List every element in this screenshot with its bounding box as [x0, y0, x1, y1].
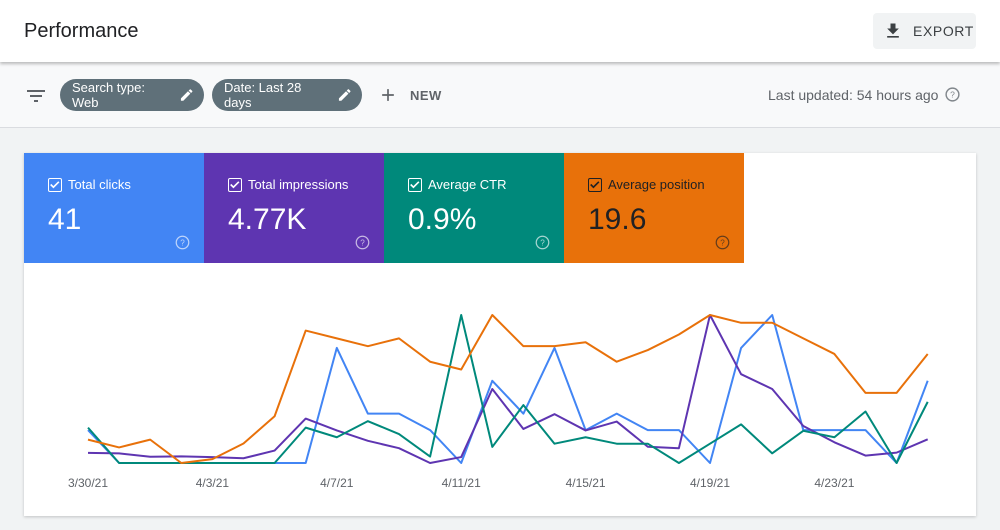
checkbox-icon[interactable] [588, 177, 602, 192]
checkbox-icon[interactable] [48, 177, 62, 192]
chip-label: Search type: Web [72, 80, 145, 110]
x-tick-label: 4/11/21 [442, 476, 481, 490]
x-tick-label: 4/15/21 [566, 476, 606, 490]
pencil-icon [338, 89, 351, 101]
header: Performance EXPORT [0, 0, 1000, 62]
help-icon[interactable]: ? [355, 235, 370, 250]
export-label: EXPORT [913, 23, 974, 39]
performance-card: Total clicks 41 ? Total impressions 4.77… [24, 153, 976, 516]
help-icon[interactable]: ? [715, 235, 730, 250]
date-chip[interactable]: Date: Last 28 days [212, 79, 362, 111]
x-tick-label: 4/19/21 [690, 476, 730, 490]
x-tick-label: 4/3/21 [196, 476, 230, 490]
metric-value: 0.9% [408, 203, 477, 236]
metric-value: 41 [48, 203, 82, 236]
new-label: NEW [410, 87, 442, 103]
help-icon[interactable]: ? [944, 86, 961, 103]
svg-text:?: ? [540, 239, 545, 248]
x-tick-label: 3/30/21 [68, 476, 108, 490]
filter-icon[interactable] [24, 84, 48, 108]
plus-icon [382, 89, 394, 101]
metric-label: Total clicks [68, 177, 131, 192]
filter-bar: Search type: Web Date: Last 28 days NEW … [0, 62, 1000, 128]
checkbox-icon[interactable] [408, 177, 422, 192]
metric-value: 19.6 [588, 203, 647, 236]
performance-line-chart[interactable]: 3/30/21 4/3/21 4/7/21 4/11/21 4/15/21 4/19/21… [24, 263, 976, 516]
help-icon[interactable]: ? [535, 235, 550, 250]
help-icon[interactable]: ? [175, 235, 190, 250]
series-line-total-impressions[interactable] [87, 314, 929, 464]
page-title: Performance [24, 20, 139, 42]
svg-text:?: ? [360, 239, 365, 248]
download-icon [887, 23, 899, 38]
last-updated: Last updated: 54 hours ago ? [768, 86, 961, 103]
export-button[interactable]: EXPORT [873, 13, 976, 49]
metric-value: 4.77K [228, 203, 307, 236]
metric-label: Average CTR [428, 177, 507, 192]
series-line-average-ctr[interactable] [87, 314, 929, 464]
x-tick-label: 4/7/21 [320, 476, 354, 490]
metric-label: Total impressions [248, 177, 349, 192]
checkbox-icon[interactable] [228, 177, 242, 192]
pencil-icon [180, 89, 193, 101]
metric-average-position[interactable]: Average position 19.6 ? [564, 153, 744, 263]
chip-label: Date: Last 28 days [224, 80, 302, 110]
metric-label: Average position [608, 177, 705, 192]
last-updated-text: Last updated: 54 hours ago [768, 86, 939, 103]
svg-text:?: ? [180, 239, 185, 248]
series-line-average-position[interactable] [87, 314, 929, 464]
search-type-chip[interactable]: Search type: Web [60, 79, 204, 111]
metric-average-ctr[interactable]: Average CTR 0.9% ? [384, 153, 564, 263]
svg-text:?: ? [720, 239, 725, 248]
metric-total-impressions[interactable]: Total impressions 4.77K ? [204, 153, 384, 263]
new-filter-button[interactable]: NEW [378, 79, 442, 111]
svg-text:?: ? [951, 90, 956, 100]
metric-total-clicks[interactable]: Total clicks 41 ? [24, 153, 204, 263]
x-tick-label: 4/23/21 [814, 476, 854, 490]
